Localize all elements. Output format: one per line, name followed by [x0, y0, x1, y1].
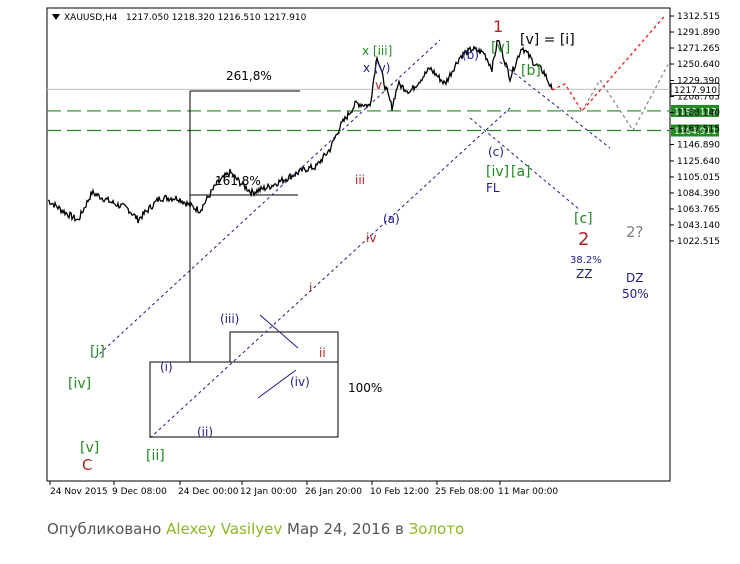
level-tag-label-1: 1164.911 — [674, 127, 717, 137]
level-tag-0 — [671, 104, 719, 117]
ytick-label-0: 1312.515 — [677, 12, 720, 22]
ytick-label-1: 1291.890 — [677, 28, 720, 38]
wave-label-18: (c) — [488, 145, 504, 159]
current-price-tag — [670, 82, 720, 96]
header-triangle-icon — [52, 14, 60, 20]
xtick-label-2: 24 Dec 00:00 — [178, 487, 239, 497]
channel-down-upper — [499, 61, 611, 149]
fibonacci-boxes: 261,8% 161.8% 100% — [149, 69, 382, 438]
wave-label-22: 1 — [493, 17, 503, 36]
ytick-label-5: 1208.765 — [677, 92, 720, 102]
wave-label-2: C — [82, 456, 92, 474]
forecast-path-1 — [581, 64, 669, 132]
xtick-label-7: 11 Mar 00:00 — [498, 487, 558, 497]
ytick-label-8: 1146.890 — [677, 140, 720, 150]
wave-label-30: DZ — [626, 271, 643, 285]
level-tag-label-0: 1190.112 — [674, 107, 717, 117]
wave-label-27: 38.2% — [570, 255, 602, 266]
ytick-label-13: 1043.140 — [677, 221, 720, 231]
wave-label-11: iii — [355, 173, 365, 187]
footer-preposition: в — [395, 520, 404, 538]
wave-label-5: (i) — [160, 360, 173, 374]
wave-label-3: [i] — [90, 344, 105, 360]
wave-label-20: FL — [486, 181, 500, 195]
fib-label-0: 261,8% — [226, 69, 272, 83]
current-price-label: 1217.910 — [674, 86, 717, 96]
ytick-label-12: 1063.765 — [677, 205, 720, 215]
fib-box-lower — [149, 361, 339, 438]
footer-date: Мар 24, 2016 — [287, 520, 391, 538]
price-series — [47, 39, 553, 224]
wave-label-7: (iii) — [220, 312, 239, 326]
trend-channels — [94, 39, 611, 439]
ytick-label-2: 1271.265 — [677, 44, 720, 54]
level-tag-1 — [671, 124, 719, 137]
wave-label-12: iv — [366, 231, 376, 245]
chart-header-ohlc: 1217.050 1218.320 1216.510 1217.910 — [126, 13, 307, 23]
ytick-label-10: 1105.015 — [677, 173, 720, 183]
fib-label-1: 161.8% — [215, 174, 261, 188]
ytick-label-14: 1022.515 — [677, 237, 720, 247]
plot-frame — [46, 7, 671, 482]
wedge-lower — [257, 369, 297, 399]
xtick-label-6: 25 Feb 08:00 — [435, 487, 494, 497]
wave-equality-note: [v] = [i] — [520, 32, 575, 48]
forecast-path-0 — [551, 15, 666, 113]
ytick-label-6: 1188.140 — [677, 108, 720, 118]
xtick-label-1: 9 Dec 08:00 — [112, 487, 167, 497]
wave-label-21: [v] — [491, 40, 510, 56]
wave-label-0: [iv] — [68, 376, 91, 392]
wave-label-9: i — [309, 281, 312, 295]
wave-label-26: 2 — [578, 229, 589, 250]
wave-label-25: [c] — [574, 211, 593, 227]
wave-label-6: (ii) — [197, 425, 213, 439]
wave-labels: [iv][v]C[i][ii](i)(ii)(iii)(iv)iiiiiiivv… — [68, 17, 649, 474]
xtick-label-5: 10 Feb 12:00 — [370, 487, 429, 497]
wave-label-19: [iv] — [486, 164, 509, 180]
xtick-label-3: 12 Jan 00:00 — [240, 487, 297, 497]
xtick-label-4: 26 Jan 20:00 — [305, 487, 362, 497]
ytick-label-9: 1125.640 — [677, 157, 720, 167]
fib-label-2: 100% — [348, 381, 382, 395]
price-path — [47, 39, 553, 224]
wave-label-17: (b) — [462, 48, 479, 62]
author-link[interactable]: Alexey Vasilyev — [166, 520, 283, 538]
wave-label-4: [ii] — [146, 448, 165, 464]
publication-footer: Опубликовано Alexey Vasilyev Мар 24, 201… — [47, 520, 464, 538]
wave-label-29: 2? — [626, 223, 644, 241]
wedge-upper — [259, 314, 299, 349]
forecast-paths — [551, 15, 669, 132]
ytick-label-7: 1167.515 — [677, 124, 720, 134]
channel-upper — [94, 39, 441, 359]
wave-label-1: [v] — [80, 440, 99, 456]
wave-label-16: (a) — [383, 212, 400, 226]
ytick-label-11: 1084.390 — [677, 189, 720, 199]
chart-header-symbol: XAUUSD,H4 — [64, 13, 118, 23]
wave-label-15: x (v) — [363, 61, 390, 75]
xtick-label-0: 24 Nov 2015 — [50, 487, 108, 497]
ytick-label-3: 1250.640 — [677, 60, 720, 70]
price-chart: 1190.112 1164.911 261,8% 161.8% 100% [iv] [v… — [46, 7, 720, 497]
footer-prefix: Опубликовано — [47, 520, 162, 538]
wave-label-10: ii — [319, 346, 326, 360]
wave-label-23: [a] — [511, 164, 531, 180]
x-axis: 24 Nov 2015 9 Dec 08:00 24 Dec 00:00 12 Jan… — [49, 481, 558, 497]
wave-label-31: 50% — [622, 287, 649, 301]
category-link[interactable]: Золото — [408, 520, 465, 538]
y-axis: 1312.515 1291.890 1271.265 1250.640 1229.390… — [670, 12, 720, 247]
wave-label-14: x [iii] — [362, 44, 392, 58]
ytick-label-4: 1229.390 — [677, 76, 720, 86]
wave-label-28: ZZ — [576, 267, 592, 281]
wave-label-13: v — [375, 78, 382, 92]
wave-label-8: (iv) — [290, 375, 310, 389]
wave-label-24: [b] — [521, 63, 541, 79]
